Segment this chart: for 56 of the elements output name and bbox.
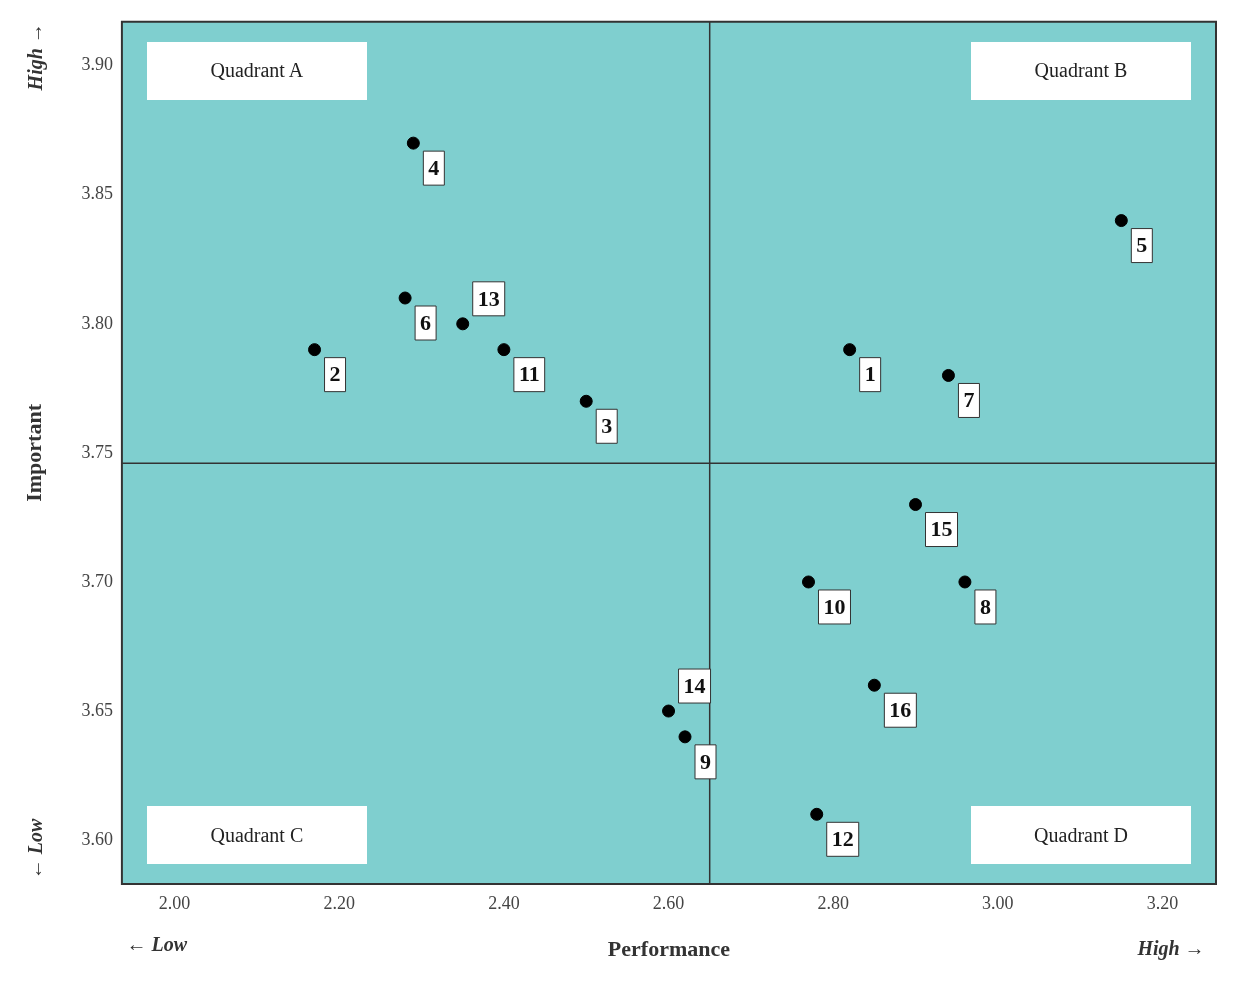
annotation: 13 bbox=[477, 285, 500, 311]
x-tick-label: 2.80 bbox=[817, 892, 849, 913]
annotation: 6 bbox=[420, 309, 432, 335]
point bbox=[1114, 214, 1128, 228]
annotation: 5 bbox=[1136, 232, 1148, 258]
annotation: 16 bbox=[889, 696, 912, 722]
y-tick-label: 3.60 bbox=[81, 828, 113, 849]
y-axis-title: Important bbox=[20, 403, 46, 502]
annotation: 7 bbox=[963, 387, 975, 413]
annotation: 14 bbox=[683, 672, 706, 698]
point bbox=[662, 704, 676, 718]
x-tick-label: 2.60 bbox=[652, 892, 685, 913]
annotation: 8 bbox=[979, 593, 991, 619]
y-tick-label: 3.80 bbox=[81, 312, 113, 333]
point bbox=[579, 394, 593, 408]
text: High → bbox=[24, 23, 48, 92]
quadrant-label-box: Quadrant A bbox=[146, 41, 367, 100]
text: ← Low bbox=[24, 818, 47, 880]
point bbox=[867, 678, 881, 692]
point bbox=[406, 136, 420, 150]
x-axis-title: Performance bbox=[607, 936, 731, 962]
x-tick-label: 2.40 bbox=[488, 892, 520, 913]
quadrant-label-box: Quadrant B bbox=[971, 41, 1191, 100]
annotation: 1 bbox=[864, 361, 876, 387]
annotation: 4 bbox=[428, 154, 440, 180]
y-tick-label: 3.70 bbox=[81, 570, 113, 591]
y-tick-label: 3.85 bbox=[81, 183, 113, 204]
point bbox=[909, 498, 923, 512]
y-tick-label: 3.65 bbox=[81, 699, 113, 720]
text: High → bbox=[1136, 937, 1205, 961]
x-tick-label: 3.00 bbox=[982, 892, 1014, 913]
point bbox=[801, 575, 815, 589]
point bbox=[810, 807, 824, 821]
annotation: 12 bbox=[831, 825, 854, 851]
point bbox=[497, 343, 511, 357]
quadrant-label-box: Quadrant C bbox=[146, 806, 367, 864]
annotation: 3 bbox=[601, 412, 613, 438]
x-tick-label: 3.20 bbox=[1146, 892, 1179, 913]
x-tick-label: 2.20 bbox=[323, 892, 355, 913]
x-tick-label: 2.00 bbox=[158, 892, 191, 913]
point bbox=[843, 343, 857, 357]
point bbox=[456, 317, 470, 331]
annotation: 10 bbox=[823, 593, 846, 619]
annotation: 15 bbox=[930, 516, 953, 542]
point bbox=[958, 575, 972, 589]
y-tick-label: 3.90 bbox=[81, 54, 113, 75]
point bbox=[398, 291, 412, 305]
point bbox=[941, 368, 955, 382]
point bbox=[308, 343, 322, 357]
y-tick-label: 3.75 bbox=[81, 441, 113, 462]
annotation: 9 bbox=[700, 748, 711, 774]
quadrant-label-box: Quadrant D bbox=[971, 806, 1191, 864]
point bbox=[678, 730, 692, 744]
annotation: 11 bbox=[518, 361, 540, 387]
annotation: 2 bbox=[329, 361, 341, 387]
text: ← Low bbox=[126, 933, 188, 956]
